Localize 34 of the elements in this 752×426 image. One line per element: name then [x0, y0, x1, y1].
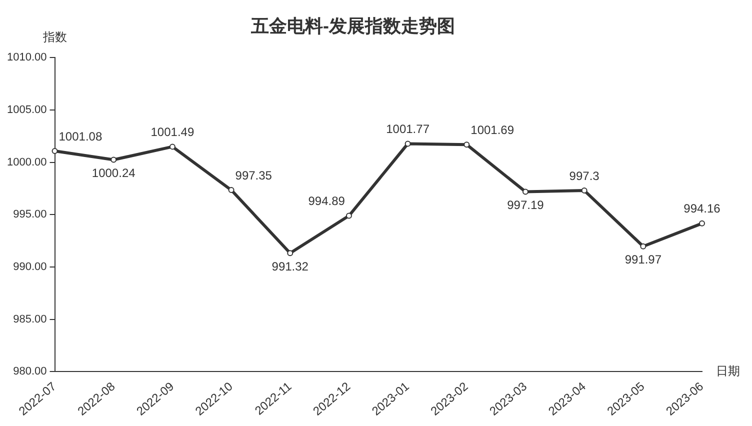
point: [404, 140, 411, 147]
y-tick-label: 1010.00: [6, 52, 47, 64]
data-label: 1000.24: [92, 166, 136, 180]
y-axis-title: 指数: [42, 30, 67, 44]
point: [464, 142, 470, 148]
point: [169, 144, 176, 150]
data-label: 1001.69: [470, 122, 514, 137]
data-label: 1001.77: [386, 122, 430, 136]
data-label: 997.35: [235, 168, 272, 182]
point: [110, 156, 117, 163]
y-tick-label: 995.00: [13, 208, 47, 221]
y-tick-label: 1005.00: [6, 104, 47, 116]
point: [581, 188, 588, 194]
y-tick-label: 990.00: [13, 261, 47, 274]
x-axis-title: 日期: [716, 364, 740, 378]
point: [522, 188, 528, 195]
point: [228, 187, 234, 194]
point: [287, 250, 294, 256]
chart-title: 五金电料-发展指数走势图: [250, 16, 455, 36]
data-label: 994.16: [684, 202, 721, 216]
data-label: 1001.08: [58, 129, 102, 144]
point: [346, 212, 352, 219]
data-label: 997.3: [569, 168, 600, 183]
data-label: 994.89: [308, 194, 346, 208]
point: [640, 243, 646, 250]
data-label: 1001.49: [150, 125, 194, 139]
data-label: 991.32: [272, 259, 309, 274]
y-tick-label: 980.00: [13, 366, 47, 378]
y-tick-label: 985.00: [13, 313, 47, 326]
data-label: 997.19: [507, 198, 544, 212]
point: [699, 220, 705, 226]
data-label: 991.97: [624, 252, 662, 267]
y-tick-label: 1000.00: [6, 156, 47, 168]
point: [52, 148, 58, 154]
